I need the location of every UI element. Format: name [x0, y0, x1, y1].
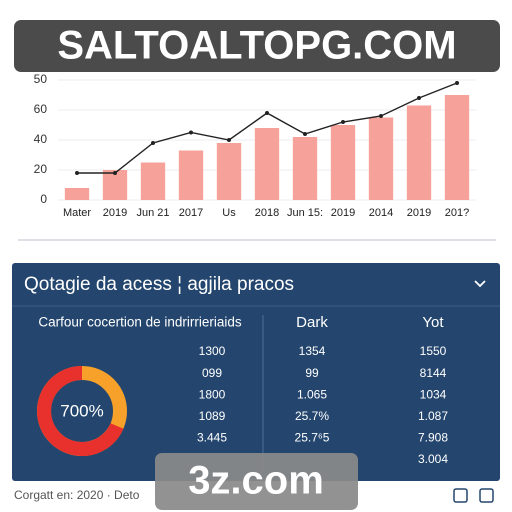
watermark-text: 3z.com [188, 459, 324, 503]
bar [64, 188, 90, 200]
cell: 8144 [420, 366, 447, 380]
donut-segment [37, 366, 124, 456]
bar [254, 128, 280, 200]
panel [12, 263, 500, 481]
x-tick-label: Mater [63, 207, 91, 219]
y-tick-label: 60 [34, 102, 48, 116]
icon[interactable] [479, 488, 494, 503]
banner [14, 20, 500, 72]
point [379, 114, 383, 118]
footer: Corgatt en: 2020 · Deto [14, 488, 140, 502]
banner-text: SALTOALTOPG.COM [57, 24, 456, 68]
chart: 0 20 40 60 50 Mater 2019 Jun 21 2017 Us 2018 Jun 15… [34, 72, 476, 219]
chevron[interactable] [474, 280, 486, 288]
cell: 25.7⁶5 [295, 431, 330, 445]
icon[interactable] [453, 488, 468, 503]
bar [178, 150, 204, 200]
cell: 1800 [199, 387, 226, 401]
bar [216, 143, 242, 200]
point [265, 111, 269, 115]
x-tick-label: 2018 [255, 207, 279, 219]
x-tick-label: 2014 [369, 207, 393, 219]
x-tick-label: 201? [445, 207, 469, 219]
cell: 25.7% [295, 409, 329, 423]
point [303, 132, 307, 136]
bar [444, 95, 470, 200]
watermark [155, 453, 358, 510]
x-tick-label: 2019 [103, 207, 127, 219]
y-tick-label: 40 [34, 132, 48, 146]
cell: 1.065 [297, 387, 327, 401]
point [341, 120, 345, 124]
cell: 1300 [199, 344, 226, 358]
bar [406, 105, 432, 200]
x-tick-label: Jun 21 [136, 207, 169, 219]
point [417, 96, 421, 100]
cell: 1354 [299, 344, 326, 358]
cell: 3.004 [418, 452, 448, 466]
x-tick-label: Jun 15: [287, 207, 323, 219]
column-header: Yot [422, 314, 444, 331]
x-tick-label: 2017 [179, 207, 203, 219]
point [227, 138, 231, 142]
donut-label: 700% [60, 401, 103, 420]
column-header: Carfour cocertion de indrirrieriaids [38, 315, 242, 330]
cell: 1089 [199, 409, 226, 423]
y-tick-label: 50 [34, 72, 48, 86]
bar [330, 125, 356, 200]
x-tick-label: 2019 [331, 207, 355, 219]
bar [292, 137, 318, 200]
cell: 099 [202, 366, 222, 380]
cell: 1.087 [418, 409, 448, 423]
bar [140, 162, 166, 200]
point [151, 141, 155, 145]
cell: 1034 [420, 387, 447, 401]
table: Carfour cocertion de indrirrieriaids 1300… [38, 314, 448, 466]
cell: 3.445 [197, 431, 227, 445]
panel-title: Qotagie da acess ¦ agjila pracos [24, 274, 294, 295]
y-tick-label: 20 [34, 162, 48, 176]
x-tick-label: 2019 [407, 207, 431, 219]
point [113, 171, 117, 175]
bar [368, 117, 394, 200]
y-tick-label: 0 [40, 192, 47, 206]
x-tick-label: Us [222, 207, 236, 219]
column-header: Dark [296, 314, 328, 331]
point [455, 81, 459, 85]
cell: 1550 [420, 344, 447, 358]
point [189, 130, 193, 135]
point [75, 171, 79, 175]
cell: 99 [305, 366, 319, 380]
cell: 7.908 [418, 431, 448, 445]
